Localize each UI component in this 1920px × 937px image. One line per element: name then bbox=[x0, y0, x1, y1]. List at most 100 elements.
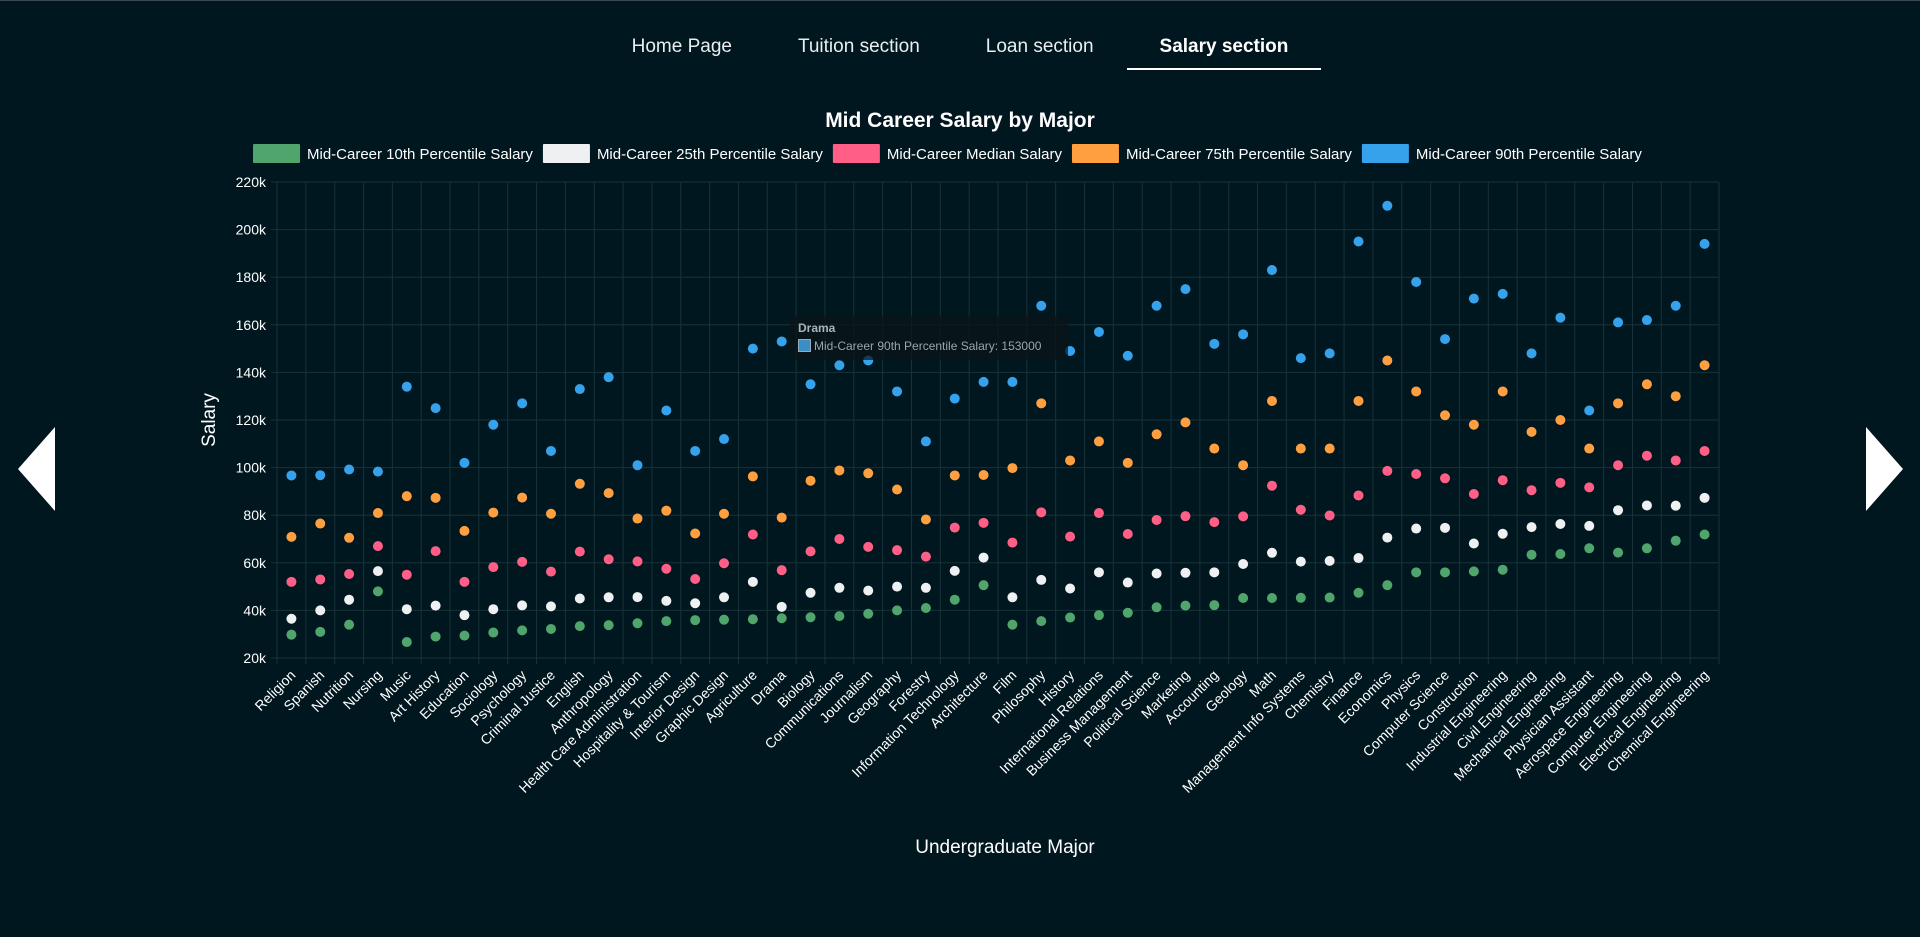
data-point[interactable] bbox=[603, 620, 614, 631]
data-point[interactable] bbox=[1382, 465, 1393, 476]
data-point[interactable] bbox=[459, 630, 470, 641]
data-point[interactable] bbox=[1209, 517, 1220, 528]
data-point[interactable] bbox=[286, 531, 297, 542]
data-point[interactable] bbox=[1613, 547, 1624, 558]
data-point[interactable] bbox=[1699, 360, 1710, 371]
data-point[interactable] bbox=[1065, 583, 1076, 594]
data-point[interactable] bbox=[690, 615, 701, 626]
data-point[interactable] bbox=[344, 532, 355, 543]
data-point[interactable] bbox=[1440, 334, 1451, 345]
data-point[interactable] bbox=[1324, 592, 1335, 603]
data-point[interactable] bbox=[1497, 564, 1508, 575]
data-point[interactable] bbox=[1670, 455, 1681, 466]
data-point[interactable] bbox=[1180, 284, 1191, 295]
data-point[interactable] bbox=[315, 605, 326, 616]
data-point[interactable] bbox=[1036, 507, 1047, 518]
data-point[interactable] bbox=[401, 569, 412, 580]
data-point[interactable] bbox=[1584, 543, 1595, 554]
data-point[interactable] bbox=[1526, 348, 1537, 359]
data-point[interactable] bbox=[545, 508, 556, 519]
data-point[interactable] bbox=[863, 585, 874, 596]
data-point[interactable] bbox=[1641, 315, 1652, 326]
data-point[interactable] bbox=[1584, 405, 1595, 416]
data-point[interactable] bbox=[315, 518, 326, 529]
data-point[interactable] bbox=[1238, 558, 1249, 569]
data-point[interactable] bbox=[863, 541, 874, 552]
data-point[interactable] bbox=[574, 384, 585, 395]
data-point[interactable] bbox=[1641, 450, 1652, 461]
data-point[interactable] bbox=[517, 625, 528, 636]
data-point[interactable] bbox=[1007, 619, 1018, 630]
data-point[interactable] bbox=[344, 619, 355, 630]
data-point[interactable] bbox=[632, 592, 643, 603]
data-point[interactable] bbox=[459, 576, 470, 587]
data-point[interactable] bbox=[286, 629, 297, 640]
data-point[interactable] bbox=[1295, 556, 1306, 567]
data-point[interactable] bbox=[978, 376, 989, 387]
data-point[interactable] bbox=[1180, 417, 1191, 428]
data-point[interactable] bbox=[1526, 522, 1537, 533]
data-point[interactable] bbox=[892, 605, 903, 616]
data-point[interactable] bbox=[401, 491, 412, 502]
data-point[interactable] bbox=[1209, 567, 1220, 578]
data-point[interactable] bbox=[1295, 353, 1306, 364]
data-point[interactable] bbox=[344, 594, 355, 605]
data-point[interactable] bbox=[834, 582, 845, 593]
data-point[interactable] bbox=[1411, 386, 1422, 397]
data-point[interactable] bbox=[1353, 553, 1364, 564]
data-point[interactable] bbox=[1526, 485, 1537, 496]
data-point[interactable] bbox=[603, 488, 614, 499]
data-point[interactable] bbox=[1065, 455, 1076, 466]
data-point[interactable] bbox=[488, 562, 499, 573]
data-point[interactable] bbox=[1468, 293, 1479, 304]
data-point[interactable] bbox=[1641, 379, 1652, 390]
data-point[interactable] bbox=[488, 507, 499, 518]
data-point[interactable] bbox=[1613, 398, 1624, 409]
data-point[interactable] bbox=[978, 469, 989, 480]
data-point[interactable] bbox=[920, 603, 931, 614]
data-point[interactable] bbox=[1151, 514, 1162, 525]
data-point[interactable] bbox=[430, 600, 441, 611]
data-point[interactable] bbox=[805, 379, 816, 390]
data-point[interactable] bbox=[1468, 538, 1479, 549]
data-point[interactable] bbox=[1065, 612, 1076, 623]
data-point[interactable] bbox=[1555, 415, 1566, 425]
data-point[interactable] bbox=[949, 594, 960, 605]
data-point[interactable] bbox=[661, 595, 672, 606]
data-point[interactable] bbox=[1266, 593, 1277, 604]
data-point[interactable] bbox=[372, 466, 383, 477]
data-point[interactable] bbox=[1036, 574, 1047, 585]
data-point[interactable] bbox=[632, 556, 643, 567]
data-point[interactable] bbox=[978, 517, 989, 528]
data-points[interactable] bbox=[286, 200, 1710, 648]
data-point[interactable] bbox=[1122, 577, 1133, 588]
data-point[interactable] bbox=[1353, 236, 1364, 247]
data-point[interactable] bbox=[747, 529, 758, 540]
data-point[interactable] bbox=[1324, 510, 1335, 521]
data-point[interactable] bbox=[545, 566, 556, 577]
data-point[interactable] bbox=[1151, 429, 1162, 440]
legend[interactable]: Mid-Career 10th Percentile Salary Mid-Car… bbox=[253, 144, 1642, 163]
data-point[interactable] bbox=[372, 566, 383, 577]
data-point[interactable] bbox=[545, 623, 556, 634]
data-point[interactable] bbox=[1209, 443, 1220, 454]
data-point[interactable] bbox=[949, 565, 960, 576]
data-point[interactable] bbox=[805, 612, 816, 623]
chevron-left-icon[interactable] bbox=[18, 427, 55, 511]
data-point[interactable] bbox=[1497, 475, 1508, 486]
data-point[interactable] bbox=[776, 613, 787, 624]
data-point[interactable] bbox=[661, 405, 672, 416]
data-point[interactable] bbox=[776, 565, 787, 576]
data-point[interactable] bbox=[1036, 398, 1047, 409]
data-point[interactable] bbox=[1324, 555, 1335, 566]
data-point[interactable] bbox=[1151, 568, 1162, 579]
data-point[interactable] bbox=[1324, 348, 1335, 359]
data-point[interactable] bbox=[1122, 529, 1133, 540]
data-point[interactable] bbox=[632, 460, 643, 471]
data-point[interactable] bbox=[1584, 520, 1595, 531]
data-point[interactable] bbox=[1238, 511, 1249, 522]
data-point[interactable] bbox=[1036, 300, 1047, 311]
data-point[interactable] bbox=[1180, 600, 1191, 611]
data-point[interactable] bbox=[1526, 549, 1537, 560]
data-point[interactable] bbox=[661, 563, 672, 574]
